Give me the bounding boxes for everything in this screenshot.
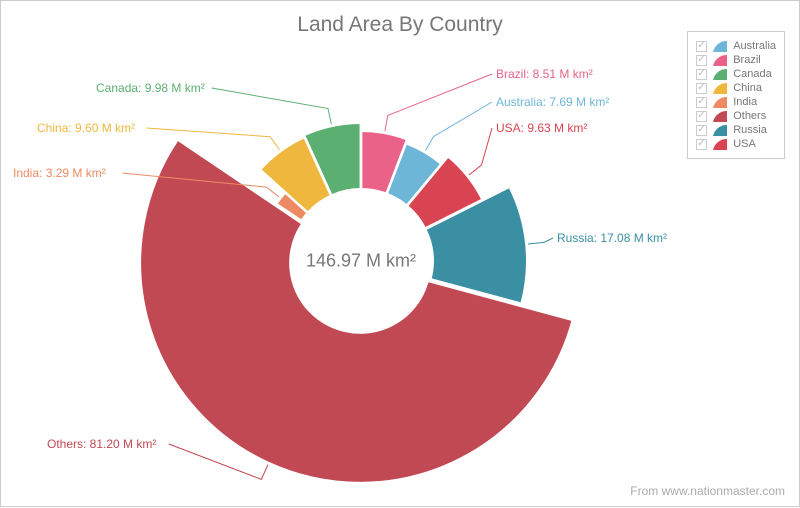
legend-swatch-icon — [713, 41, 727, 52]
legend-label: India — [733, 96, 757, 108]
legend-label: USA — [733, 138, 756, 150]
legend-label: Others — [733, 110, 766, 122]
legend-item-india[interactable]: India — [696, 96, 776, 108]
source-attribution: From www.nationmaster.com — [630, 484, 785, 498]
legend-item-brazil[interactable]: Brazil — [696, 54, 776, 66]
legend-checkbox[interactable] — [696, 125, 707, 136]
legend-label: Russia — [733, 124, 767, 136]
legend-checkbox[interactable] — [696, 139, 707, 150]
leader-brazil — [385, 74, 492, 131]
legend-swatch-icon — [713, 83, 727, 94]
legend-swatch-icon — [713, 97, 727, 108]
leader-usa — [469, 128, 492, 175]
legend-item-australia[interactable]: Australia — [696, 40, 776, 52]
legend-swatch-icon — [713, 69, 727, 80]
legend-item-china[interactable]: China — [696, 82, 776, 94]
legend-item-russia[interactable]: Russia — [696, 124, 776, 136]
chart-container: Land Area By Country 146.97 M km² Brazil… — [0, 0, 800, 507]
legend-item-others[interactable]: Others — [696, 110, 776, 122]
legend: Australia Brazil Canada China India Others Rus… — [687, 31, 785, 159]
legend-swatch-icon — [713, 55, 727, 66]
legend-swatch-icon — [713, 125, 727, 136]
legend-label: Brazil — [733, 54, 761, 66]
legend-swatch-icon — [713, 111, 727, 122]
legend-label: Australia — [733, 40, 776, 52]
leader-china — [146, 128, 279, 150]
legend-item-canada[interactable]: Canada — [696, 68, 776, 80]
legend-item-usa[interactable]: USA — [696, 138, 776, 150]
legend-checkbox[interactable] — [696, 69, 707, 80]
leader-canada — [212, 88, 332, 124]
legend-checkbox[interactable] — [696, 111, 707, 122]
donut-chart-svg — [1, 1, 800, 508]
legend-swatch-icon — [713, 139, 727, 150]
legend-label: Canada — [733, 68, 772, 80]
legend-checkbox[interactable] — [696, 41, 707, 52]
leader-russia — [528, 238, 553, 244]
legend-checkbox[interactable] — [696, 55, 707, 66]
legend-checkbox[interactable] — [696, 97, 707, 108]
legend-label: China — [733, 82, 762, 94]
leader-australia — [426, 102, 492, 150]
legend-checkbox[interactable] — [696, 83, 707, 94]
